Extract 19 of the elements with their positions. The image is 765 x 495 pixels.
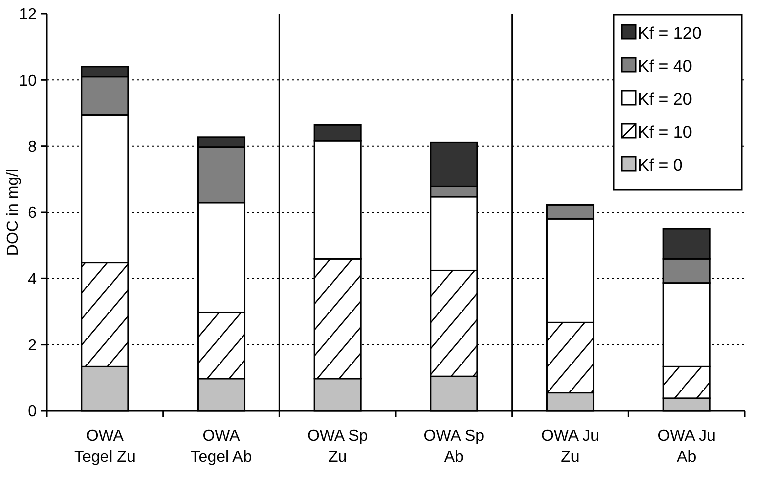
y-axis-title: DOC in mg/l (5, 168, 22, 256)
y-tick-label: 12 (19, 6, 38, 24)
x-tick-label: OWA Ju Ab (658, 428, 716, 466)
y-tick-label: 4 (28, 271, 38, 288)
x-tick-label: OWA Sp Zu (307, 428, 368, 466)
y-tick-label: 10 (19, 72, 38, 90)
x-tick-label: OWA Tegel Ab (190, 428, 252, 466)
y-tick-label: 2 (28, 337, 38, 354)
y-tick-label: 0 (28, 404, 38, 421)
legend-label: Kf = 10 (638, 123, 692, 142)
y-tick-label: 6 (28, 205, 38, 222)
legend-label: Kf = 40 (638, 57, 692, 76)
x-tick-label: OWA Tegel Zu (74, 428, 136, 466)
legend-label: Kf = 0 (638, 156, 683, 175)
x-tick-label: OWA Ju Zu (541, 428, 600, 466)
legend-label: Kf = 120 (638, 24, 702, 43)
legend-label: Kf = 20 (638, 90, 692, 109)
y-tick-label: 8 (28, 138, 38, 156)
x-tick-label: OWA Sp Ab (424, 428, 485, 466)
